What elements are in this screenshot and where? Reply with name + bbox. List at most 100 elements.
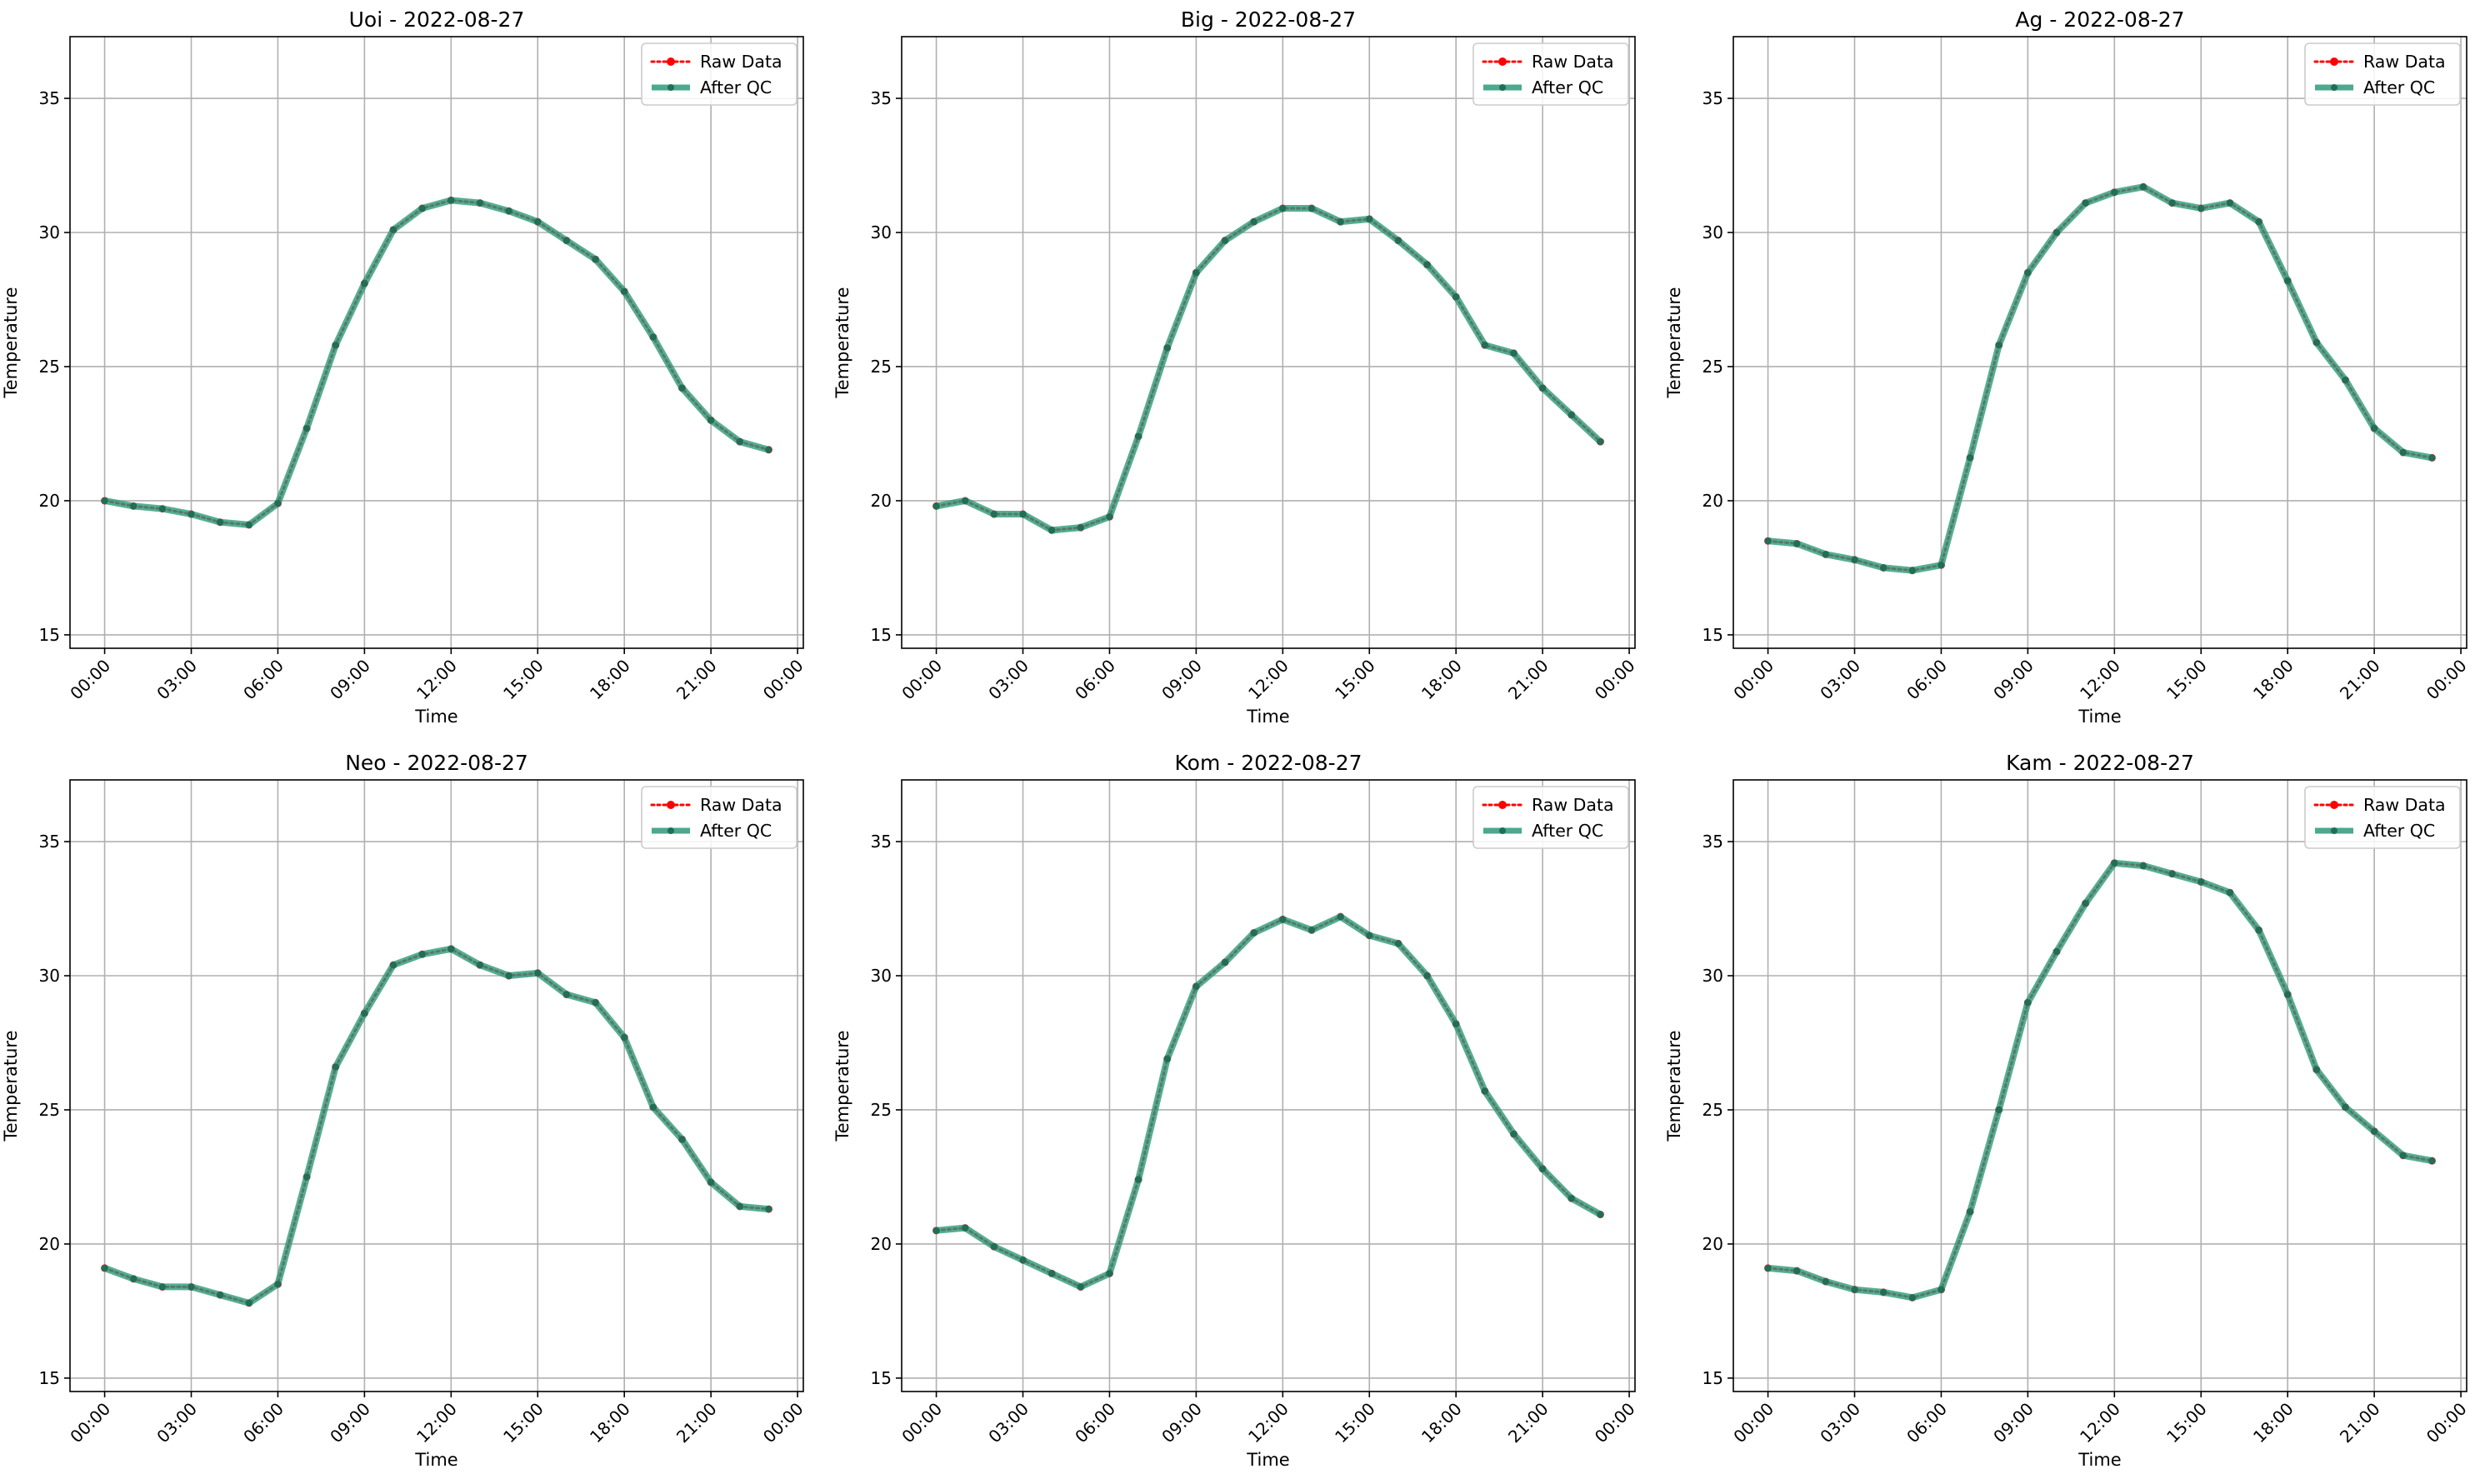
x-tick-label: 21:00 [2336, 1399, 2384, 1447]
after-qc-point [1308, 927, 1315, 934]
after-qc-point [2082, 199, 2089, 207]
plot-area [902, 37, 1635, 648]
y-tick-label: 35 [1702, 832, 1723, 852]
after-qc-point [1222, 958, 1229, 966]
x-tick-label: 12:00 [1244, 1399, 1292, 1447]
legend-after-qc-marker [668, 84, 674, 91]
after-qc-point [1568, 411, 1575, 418]
y-tick-label: 20 [39, 1234, 60, 1254]
after-qc-point [2255, 218, 2262, 226]
after-qc-point [1481, 342, 1488, 349]
after-qc-point [418, 205, 426, 212]
x-tick-label: 09:00 [1158, 656, 1206, 704]
after-qc-point [332, 342, 339, 349]
after-qc-point [592, 999, 599, 1007]
after-qc-point [534, 218, 542, 226]
legend-raw-data-marker [1498, 801, 1507, 809]
legend-raw-data-marker [1498, 57, 1507, 66]
legend: Raw Data After QC [2304, 786, 2461, 849]
subplot-title: Neo - 2022-08-27 [345, 751, 528, 775]
after-qc-point [1452, 293, 1460, 301]
y-tick-label: 30 [1702, 966, 1723, 986]
x-tick-label: 09:00 [1989, 656, 2038, 704]
legend-label-after-qc: After QC [2363, 77, 2435, 97]
subplot: 00:00 03:00 06:00 09:00 12:00 15:00 18:00 21:00… [1664, 751, 2471, 1470]
y-tick-label: 35 [871, 88, 892, 108]
subplot-title: Uoi - 2022-08-27 [349, 7, 525, 32]
x-tick-label: 15:00 [2162, 1399, 2211, 1447]
after-qc-point [621, 287, 628, 295]
grid [902, 37, 1635, 648]
after-qc-point [649, 1103, 657, 1111]
grid [1733, 37, 2467, 648]
y-tick-label: 35 [1702, 88, 1723, 108]
x-tick-label: 03:00 [1816, 1399, 1864, 1447]
after-qc-point [303, 1173, 311, 1181]
after-qc-point [1851, 1286, 1858, 1293]
legend-raw-data-marker [667, 801, 675, 809]
x-tick-label: 03:00 [1816, 656, 1864, 704]
legend-after-qc-marker [2331, 84, 2338, 91]
after-qc-point [448, 945, 455, 952]
after-qc-point [158, 1283, 166, 1291]
y-tick-label: 30 [39, 222, 60, 242]
after-qc-point [2139, 183, 2147, 191]
after-qc-point [1793, 1267, 1801, 1275]
after-qc-point [2198, 878, 2205, 886]
plot-area [70, 780, 803, 1392]
grid [902, 780, 1635, 1392]
subplot: 00:00 03:00 06:00 09:00 12:00 15:00 18:00 21:00… [1664, 7, 2471, 727]
x-tick-label: 00:00 [1729, 656, 1778, 704]
after-qc-point [1822, 1278, 1829, 1286]
x-tick-label: 00:00 [898, 1399, 946, 1447]
x-tick-label: 06:00 [1902, 1399, 1951, 1447]
y-tick-label: 20 [871, 1234, 892, 1254]
after-qc-point [2284, 277, 2292, 284]
after-qc-point [1764, 537, 1772, 545]
y-axis-label: Temperature [832, 1030, 852, 1142]
x-axis-label: Time [1246, 707, 1289, 727]
x-tick-label: 18:00 [2249, 656, 2298, 704]
x-tick-label: 00:00 [1729, 1399, 1778, 1447]
after-qc-point [1279, 916, 1287, 923]
x-tick-label: 15:00 [1331, 1399, 1379, 1447]
x-tick-label: 15:00 [499, 656, 548, 704]
after-qc-point [2284, 991, 2292, 998]
x-tick-label: 03:00 [152, 1399, 201, 1447]
after-qc-point [390, 226, 398, 233]
after-qc-point [1481, 1087, 1488, 1095]
after-qc-point [2082, 900, 2089, 907]
y-tick-label: 20 [1702, 491, 1723, 511]
after-qc-point [1135, 1176, 1142, 1183]
after-qc-point [217, 1292, 224, 1299]
after-qc-point [2399, 448, 2407, 456]
subplot-title: Kam - 2022-08-27 [2006, 751, 2194, 775]
after-qc-point [188, 1283, 195, 1291]
after-qc-point [1568, 1195, 1575, 1202]
after-qc-point [1192, 269, 1200, 277]
x-tick-label: 03:00 [152, 656, 201, 704]
subplot: 00:00 03:00 06:00 09:00 12:00 15:00 18:00 21:00… [1, 7, 808, 727]
after-qc-point [303, 425, 311, 432]
after-qc-point [932, 502, 940, 510]
y-axis-label: Temperature [1, 287, 21, 398]
y-axis-label: Temperature [1664, 1030, 1684, 1142]
x-tick-label: 12:00 [2076, 656, 2124, 704]
axes-frame [1732, 36, 2468, 649]
after-qc-point [708, 1178, 715, 1186]
x-tick-label: 18:00 [1418, 656, 1466, 704]
after-qc-point [390, 962, 398, 969]
y-axis: 15 20 25 30 35 [39, 88, 70, 645]
after-qc-point [274, 500, 282, 507]
after-qc-point [1995, 342, 2002, 349]
after-qc-point [2139, 862, 2147, 870]
after-qc-point [2053, 229, 2061, 237]
after-qc-point [2168, 199, 2176, 207]
after-qc-point [534, 969, 542, 977]
y-tick-label: 30 [39, 966, 60, 986]
after-qc-point [2371, 1127, 2378, 1135]
after-qc-point [562, 991, 570, 998]
after-qc-point [1822, 551, 1829, 558]
after-qc-point [765, 446, 772, 453]
